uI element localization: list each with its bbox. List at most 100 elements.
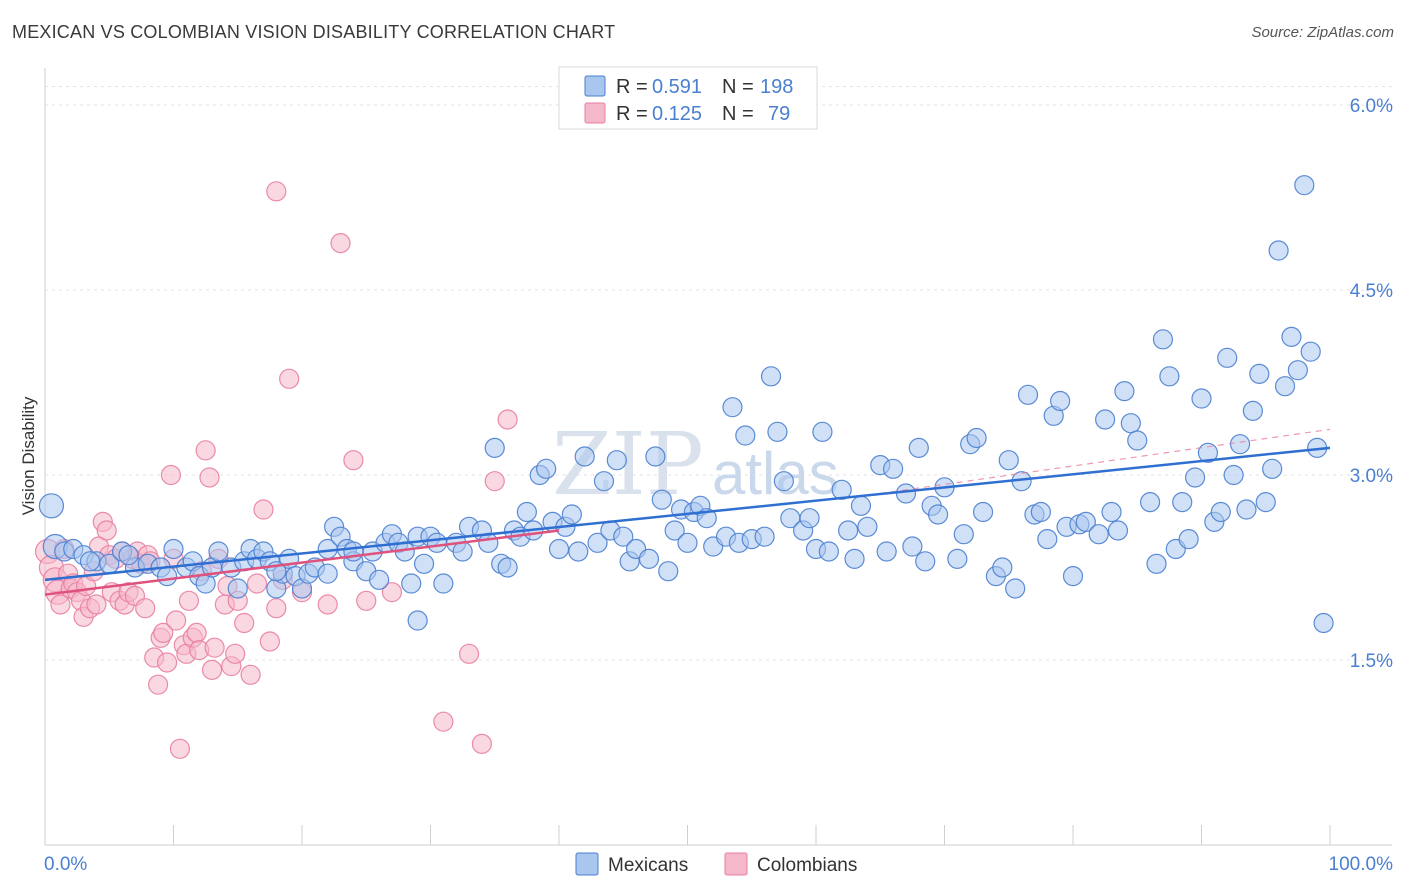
mexicans-point-122 [966,427,987,449]
colombians-point-78 [497,409,518,430]
mexicans-point-47 [413,553,435,574]
mexicans-point-81 [658,561,679,582]
mexicans-point-64 [536,458,557,479]
legend-bottom-mexicans: Mexicans [608,855,688,876]
mexicans-point-79 [645,446,666,467]
mexicans-point-20 [227,578,248,599]
mexicans-point-90 [722,397,743,418]
mexicans-point-80 [651,489,672,510]
mexicans-point-75 [613,526,634,547]
trend-dashed-extension [880,428,1331,495]
mexicans-point-149 [1159,366,1180,387]
source-label: Source: ZipAtlas.com [1251,24,1394,41]
mexicans-point-12 [163,538,184,560]
colombians-points [34,181,518,759]
watermark-zip: ZIP [552,415,704,515]
y-tick-label-1: 3.0% [1350,466,1393,487]
mexicans-point-125 [992,557,1013,578]
legend-r-label-1: R = [616,76,648,98]
mexicans-point-70 [574,446,595,467]
mexicans-point-176 [79,551,101,572]
mexicans-point-105 [838,520,859,541]
x-tick-label-0: 0.0% [44,854,87,875]
mexicans-point-123 [972,501,994,523]
colombians-point-41 [169,738,191,759]
legend-bottom-colombians: Colombians [757,855,857,876]
mexicans-point-146 [1139,492,1161,513]
mexicans-point-131 [1030,501,1051,523]
mexicans-point-97 [773,471,794,492]
colombians-point-30 [135,598,156,619]
mexicans-point-78 [638,548,660,569]
mexicans-point-134 [1050,390,1071,412]
mexicans-point-152 [1178,529,1199,550]
colombians-point-44 [178,590,200,611]
mexicans-point-153 [1184,467,1206,488]
trend-line-colombians [44,529,560,596]
colombians-point-62 [253,499,274,520]
mexicans-point-58 [497,557,518,578]
mexicans-point-113 [902,536,923,557]
y-tick-label-0: 1.5% [1350,651,1393,672]
mexicans-point-100 [799,508,820,529]
mexicans-point-171 [1300,341,1321,362]
mexicans-point-157 [1210,501,1231,523]
mexicans-point-72 [593,471,615,492]
colombians-point-69 [343,450,364,471]
colombians-point-46 [186,622,207,643]
mexicans-point-175 [407,610,428,631]
mexicans-point-69 [568,541,589,562]
mexicans-point-0 [38,493,65,519]
mexicans-point-11 [156,566,178,587]
mexicans-point-160 [1229,434,1251,455]
mexicans-point-104 [831,479,852,500]
mexicans-point-56 [484,437,505,458]
mexicans-point-168 [1281,326,1302,347]
mexicans-point-110 [876,541,897,562]
mexicans-point-61 [516,501,537,523]
mexicans-point-151 [1172,492,1193,513]
mexicans-point-142 [1107,520,1129,541]
mexicans-point-170 [1294,175,1315,196]
legend-swatch-colombians [584,102,606,124]
colombians-point-64 [266,598,287,619]
colombians-point-49 [195,440,216,461]
colombians-point-66 [279,368,300,389]
grid-lines [45,86,1392,661]
legend-n-value-2: 79 [768,103,790,125]
mexicans-point-18 [208,541,229,562]
mexicans-point-40 [369,569,390,590]
trend-lines [44,428,1331,596]
mexicans-point-132 [1037,529,1058,550]
y-tick-label-3: 6.0% [1350,96,1393,117]
mexicans-point-111 [882,458,904,479]
mexicans-point-107 [850,495,872,516]
mexicans-point-82 [664,520,685,541]
mexicans-point-74 [606,450,627,471]
legend-n-label-2: N = [722,103,754,125]
mexicans-point-154 [1191,388,1212,409]
mexicans-point-66 [548,538,570,560]
mexicans-point-106 [844,548,865,569]
mexicans-point-95 [760,366,782,387]
mexicans-point-120 [953,524,974,545]
legend-r-label-2: R = [616,103,648,125]
mexicans-point-164 [1255,492,1276,513]
mexicans-point-94 [754,526,775,547]
colombians-point-38 [160,464,182,486]
mexicans-point-148 [1152,329,1174,350]
chart-title: MEXICAN VS COLOMBIAN VISION DISABILITY C… [12,22,616,42]
mexicans-point-114 [908,437,929,458]
colombians-point-18 [96,520,117,541]
mexicans-point-167 [1274,376,1296,397]
mexicans-point-162 [1242,400,1264,421]
mexicans-point-52 [452,541,473,562]
mexicans-point-155 [1197,442,1219,463]
mexicans-point-169 [1287,360,1308,381]
mexicans-point-179 [317,563,338,584]
colombians-point-77 [484,471,505,492]
watermark-atlas: atlas [712,440,839,507]
mexicans-point-166 [1268,240,1289,261]
mexicans-point-49 [426,532,448,553]
legend-n-label-1: N = [722,76,754,98]
